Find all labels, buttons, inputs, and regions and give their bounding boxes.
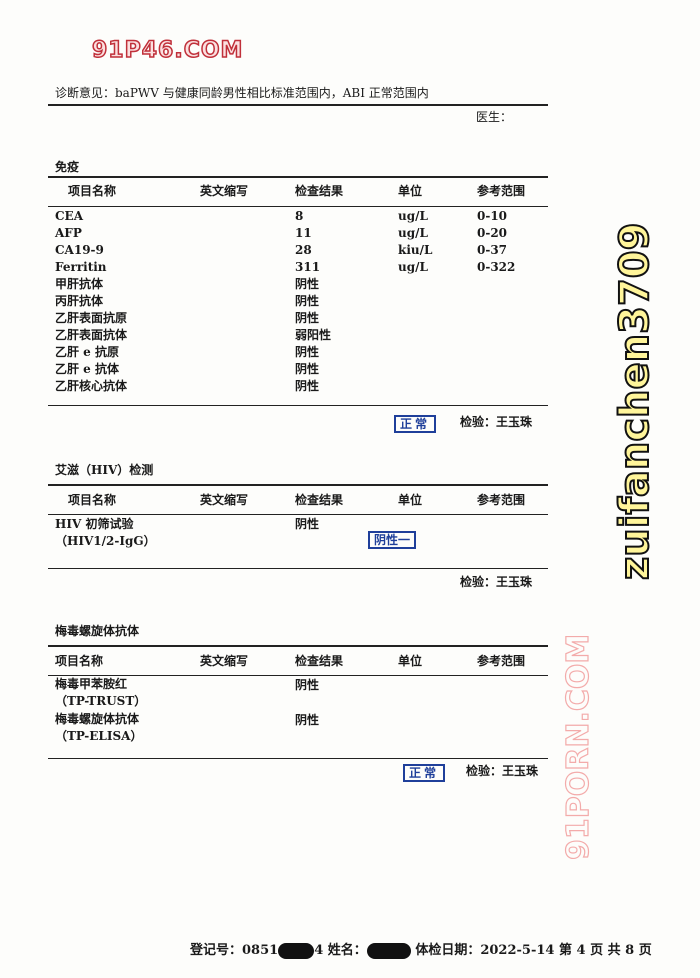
divider (48, 675, 548, 676)
immune-name: 乙肝核心抗体 (55, 379, 128, 393)
inspector-label: 检验：王玉珠 (460, 575, 533, 589)
negative-stamp: 阴性一 (368, 531, 417, 549)
column-header: 项目名称 (68, 184, 117, 198)
page-total: 共 8 页 (607, 943, 652, 958)
immune-name: 甲肝抗体 (55, 277, 104, 291)
immune-name: AFP (55, 226, 82, 240)
immune-result: 阴性 (295, 362, 320, 376)
column-header: 英文缩写 (200, 654, 249, 668)
watermark-large: zuifanchen3709 (611, 222, 659, 581)
column-header: 检查结果 (295, 654, 344, 668)
immune-result: 弱阳性 (295, 328, 332, 342)
column-header: 单位 (398, 184, 423, 198)
divider (48, 484, 548, 486)
column-header: 参考范围 (477, 654, 526, 668)
immune-name: CEA (55, 209, 84, 223)
section-title-hiv: 艾滋（HIV）检测 (55, 463, 154, 477)
immune-result: 阴性 (295, 345, 320, 359)
divider (48, 104, 548, 106)
immune-result: 阴性 (295, 311, 320, 325)
section-title-immune: 免疫 (55, 160, 80, 174)
immune-range: 0-10 (477, 209, 508, 223)
exam-date: 2022-5-14 (480, 943, 555, 958)
column-header: 检查结果 (295, 493, 344, 507)
column-header: 检查结果 (295, 184, 344, 198)
syphilis-item-abbr: （TP-ELISA） (55, 729, 143, 743)
column-header: 英文缩写 (200, 493, 249, 507)
immune-name: 乙肝 e 抗体 (55, 362, 119, 376)
syphilis-item-abbr: （TP-TRUST） (55, 694, 147, 708)
doctor-label: 医生： (476, 110, 513, 124)
page-number: 第 4 页 (558, 943, 604, 958)
diagnosis-text: 诊断意见：baPWV 与健康同龄男性相比标准范围内，ABI 正常范围内 (55, 86, 429, 100)
immune-name: CA19-9 (55, 243, 104, 257)
divider (48, 758, 548, 759)
inspector-label: 检验：王玉珠 (460, 415, 533, 429)
immune-range: 0-322 (477, 260, 516, 274)
immune-result: 311 (295, 260, 321, 274)
immune-name: 乙肝 e 抗原 (55, 345, 119, 359)
immune-unit: kiu/L (398, 243, 433, 257)
syphilis-result: 阴性 (295, 713, 320, 727)
immune-result: 11 (295, 226, 312, 240)
watermark-logo: 91P46.COM (91, 37, 244, 64)
column-header: 项目名称 (68, 493, 117, 507)
name-label: 姓名： (327, 943, 367, 958)
immune-name: 乙肝表面抗体 (55, 328, 128, 342)
divider (48, 405, 548, 406)
syphilis-result: 阴性 (295, 678, 320, 692)
registration-label: 登记号：0851 (190, 943, 279, 958)
immune-name: 乙肝表面抗原 (55, 311, 128, 325)
divider (48, 176, 548, 178)
immune-result: 阴性 (295, 277, 320, 291)
normal-stamp: 正常 (394, 415, 437, 433)
syphilis-item-name: 梅毒螺旋体抗体 (55, 712, 140, 726)
divider (48, 206, 548, 207)
column-header: 单位 (398, 493, 423, 507)
immune-result: 28 (295, 243, 312, 257)
hiv-item-abbr: （HIV1/2-IgG） (55, 534, 156, 548)
hiv-result: 阴性 (295, 517, 320, 531)
redaction (278, 942, 315, 959)
registration-value: 4 (314, 943, 324, 958)
watermark-diagonal: 91PORN.COM (560, 633, 596, 860)
column-header: 单位 (398, 654, 423, 668)
footer: 登记号：0851 4 姓名： 体检日期：2022-5-14 第 4 页 共 8 页 (190, 942, 652, 960)
date-label: 体检日期： (415, 943, 481, 958)
column-header: 英文缩写 (200, 184, 249, 198)
column-header: 项目名称 (55, 654, 104, 668)
immune-unit: ug/L (398, 226, 428, 240)
divider (48, 645, 548, 647)
immune-result: 8 (295, 209, 304, 223)
normal-stamp: 正常 (403, 764, 446, 782)
section-title-syphilis: 梅毒螺旋体抗体 (55, 624, 140, 638)
divider (48, 568, 548, 569)
immune-result: 阴性 (295, 294, 320, 308)
syphilis-item-name: 梅毒甲苯胺红 (55, 677, 128, 691)
immune-range: 0-20 (477, 226, 508, 240)
immune-name: Ferritin (55, 260, 107, 274)
immune-range: 0-37 (477, 243, 508, 257)
column-header: 参考范围 (477, 493, 526, 507)
immune-unit: ug/L (398, 209, 428, 223)
immune-result: 阴性 (295, 379, 320, 393)
immune-name: 丙肝抗体 (55, 294, 104, 308)
inspector-label: 检验：王玉珠 (466, 764, 539, 778)
divider (48, 514, 548, 515)
hiv-item-name: HIV 初筛试验 (55, 517, 134, 531)
column-header: 参考范围 (477, 184, 526, 198)
immune-unit: ug/L (398, 260, 428, 274)
redaction (366, 942, 411, 959)
